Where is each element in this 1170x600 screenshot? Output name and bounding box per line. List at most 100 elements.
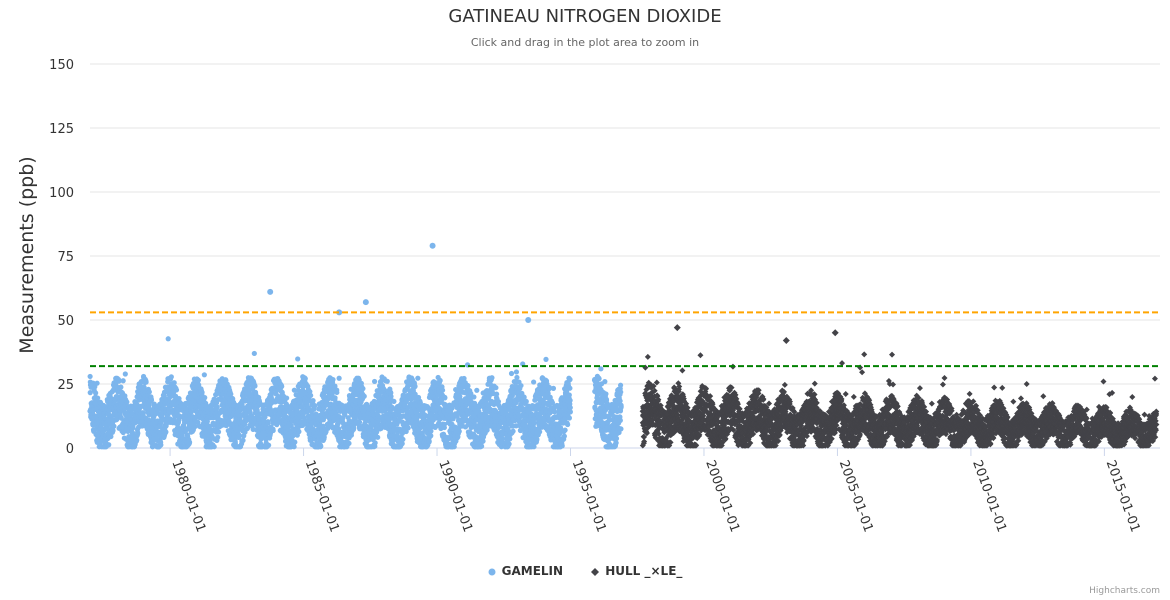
data-point <box>87 373 93 380</box>
x-tick-label: 2010-01-01 <box>969 458 1009 534</box>
data-point <box>518 382 524 389</box>
data-point <box>537 429 543 435</box>
data-point <box>336 375 342 381</box>
data-point <box>617 398 623 404</box>
data-point <box>644 353 651 360</box>
data-point <box>510 428 516 434</box>
x-axis-ticks: 1980-01-01 1985-01-01 1990-01-01 1995-01-01… <box>168 448 1143 534</box>
y-tick-label: 25 <box>57 378 74 393</box>
data-point <box>613 440 619 446</box>
series-hull[interactable] <box>639 324 1160 449</box>
data-point <box>618 404 624 410</box>
data-point <box>559 443 565 449</box>
data-point <box>439 387 446 393</box>
y-tick-label: 100 <box>49 186 74 201</box>
data-point <box>346 440 352 446</box>
data-point <box>296 429 302 435</box>
data-point <box>428 428 434 434</box>
data-point <box>601 412 608 418</box>
data-point <box>474 387 480 393</box>
data-point <box>415 375 421 381</box>
data-point <box>567 385 573 391</box>
data-point <box>251 350 257 357</box>
data-point <box>124 399 130 405</box>
data-point <box>372 440 378 446</box>
data-point-peak <box>362 299 369 306</box>
data-point <box>279 383 285 390</box>
data-point <box>165 336 171 342</box>
data-point <box>617 417 623 424</box>
x-tick-label: 2000-01-01 <box>702 458 742 534</box>
data-point <box>531 420 537 426</box>
data-point <box>531 379 537 385</box>
data-point <box>87 390 93 396</box>
data-point <box>437 377 443 384</box>
data-point <box>168 374 174 380</box>
data-point <box>318 443 324 449</box>
y-tick-label: 50 <box>57 314 74 329</box>
data-point <box>215 429 222 435</box>
x-tick-label: 1980-01-01 <box>168 458 208 534</box>
x-tick-label: 2015-01-01 <box>1103 458 1143 534</box>
data-point <box>618 426 624 432</box>
data-point <box>697 352 704 359</box>
data-point <box>252 383 258 389</box>
data-point <box>567 376 573 383</box>
data-point <box>399 441 405 447</box>
data-point <box>291 444 297 450</box>
data-point-peak <box>429 242 436 249</box>
data-point <box>494 391 500 397</box>
data-point <box>543 356 549 362</box>
data-point <box>442 395 448 401</box>
data-point <box>332 395 338 401</box>
x-tick-label: 1995-01-01 <box>569 458 609 534</box>
data-point <box>566 392 572 398</box>
data-point <box>95 395 101 401</box>
data-point <box>550 385 557 391</box>
data-point <box>295 356 301 362</box>
data-point <box>186 439 193 445</box>
x-tick-label: 1990-01-01 <box>435 458 475 534</box>
data-point <box>135 430 141 437</box>
data-point <box>215 434 221 440</box>
data-point <box>360 386 366 392</box>
data-point <box>562 427 568 433</box>
data-point <box>163 429 169 435</box>
data-point <box>199 389 205 395</box>
data-point <box>202 395 208 401</box>
data-point <box>596 376 602 382</box>
data-point <box>561 433 567 439</box>
data-point <box>506 441 512 447</box>
data-point <box>428 433 434 439</box>
data-point <box>178 401 184 407</box>
y-tick-label: 125 <box>49 122 74 137</box>
data-point <box>613 435 620 442</box>
data-point <box>173 387 180 393</box>
series-gamelin[interactable] <box>87 242 624 450</box>
data-point-peak <box>267 288 274 295</box>
data-point <box>330 376 336 383</box>
data-point <box>617 382 624 388</box>
data-point <box>240 437 246 443</box>
data-point <box>110 427 116 434</box>
data-point <box>116 378 122 384</box>
data-point <box>565 421 571 428</box>
data-point <box>566 415 573 421</box>
data-point <box>479 443 485 449</box>
data-point <box>158 442 164 448</box>
data-point <box>384 378 390 384</box>
data-point <box>146 389 152 395</box>
data-point <box>412 383 418 389</box>
data-point <box>292 439 298 445</box>
data-point <box>567 409 573 415</box>
data-point <box>361 393 367 399</box>
data-point <box>106 442 112 448</box>
x-tick-label: 2005-01-01 <box>836 458 876 534</box>
data-point <box>148 397 155 403</box>
data-point <box>214 404 220 410</box>
data-point <box>371 378 378 385</box>
data-point <box>302 376 308 382</box>
data-point <box>284 395 290 401</box>
